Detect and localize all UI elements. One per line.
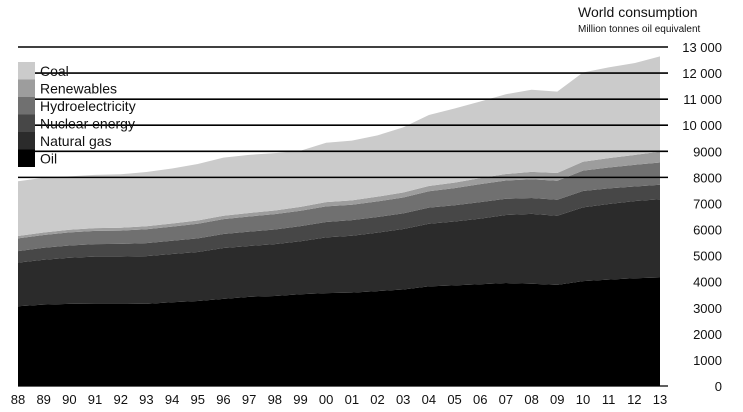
area-natural-gas (18, 199, 660, 307)
area-oil (18, 277, 660, 386)
legend-label-hydroelectricity: Hydroelectricity (40, 98, 136, 114)
legend-swatch-coal (18, 62, 35, 80)
y-tick-label: 13 000 (682, 40, 722, 55)
legend-label-coal: Coal (40, 63, 69, 79)
y-tick-label: 7000 (693, 196, 722, 211)
y-tick-label: 9000 (693, 144, 722, 159)
y-tick-label: 0 (715, 379, 722, 394)
x-tick-label: 99 (293, 392, 307, 407)
y-tick-label: 1000 (693, 353, 722, 368)
gridlines (18, 46, 668, 387)
x-tick-label: 88 (11, 392, 25, 407)
x-tick-label: 13 (653, 392, 667, 407)
x-tick-label: 91 (88, 392, 102, 407)
x-tick-label: 11 (602, 392, 616, 407)
y-tick-label: 2000 (693, 327, 722, 342)
legend-swatch-renewables (18, 79, 35, 97)
legend-label-natural-gas: Natural gas (40, 133, 112, 149)
x-tick-label: 05 (447, 392, 461, 407)
legend-label-nuclear-energy: Nuclear energy (40, 116, 135, 132)
x-tick-label: 00 (319, 392, 333, 407)
x-tick-label: 89 (36, 392, 50, 407)
x-tick-label: 01 (345, 392, 359, 407)
legend-swatch-oil (18, 149, 35, 167)
y-tick-label: 5000 (693, 249, 722, 264)
x-tick-label: 07 (499, 392, 513, 407)
y-tick-label: 10 000 (682, 118, 722, 133)
area-hydroelectricity (18, 162, 660, 252)
x-tick-label: 02 (370, 392, 384, 407)
x-tick-label: 06 (473, 392, 487, 407)
x-tick-label: 10 (576, 392, 590, 407)
y-tick-label: 6000 (693, 223, 722, 238)
y-tick-label: 11 000 (683, 92, 722, 107)
x-tick-label: 92 (113, 392, 127, 407)
stacked-areas (18, 56, 660, 386)
y-axis-ticks: 0 1000 2000 3000 4000 5000 6000 7000 8000 9000 10 … (682, 40, 722, 394)
x-axis-ticks: 88 89 90 91 92 93 94 95 96 97 98 99 00 01 02 03 04 05 06 07… (11, 392, 667, 407)
x-tick-label: 03 (396, 392, 410, 407)
x-tick-label: 09 (550, 392, 564, 407)
legend-swatch-natural-gas (18, 132, 35, 150)
legend-swatch-hydroelectricity (18, 97, 35, 115)
x-tick-label: 98 (268, 392, 282, 407)
area-nuclear-energy (18, 184, 660, 263)
x-tick-label: 95 (191, 392, 205, 407)
area-coal (18, 56, 660, 237)
y-tick-label: 8000 (693, 170, 722, 185)
legend-label-oil: Oil (40, 151, 57, 167)
x-tick-label: 96 (216, 392, 230, 407)
chart-subtitle: Million tonnes oil equivalent (578, 24, 701, 35)
x-tick-label: 12 (627, 392, 641, 407)
x-tick-label: 90 (62, 392, 76, 407)
x-tick-label: 94 (165, 392, 179, 407)
legend-swatch-nuclear-energy (18, 114, 35, 132)
area-renewables (18, 151, 660, 239)
chart-title: World consumption (578, 4, 698, 20)
y-tick-label: 3000 (693, 301, 722, 316)
x-tick-label: 04 (422, 392, 436, 407)
y-tick-label: 4000 (693, 275, 722, 290)
x-tick-label: 93 (139, 392, 153, 407)
x-tick-label: 97 (242, 392, 256, 407)
y-tick-label: 12 000 (682, 66, 722, 81)
x-tick-label: 08 (524, 392, 538, 407)
legend-label-renewables: Renewables (40, 81, 117, 97)
